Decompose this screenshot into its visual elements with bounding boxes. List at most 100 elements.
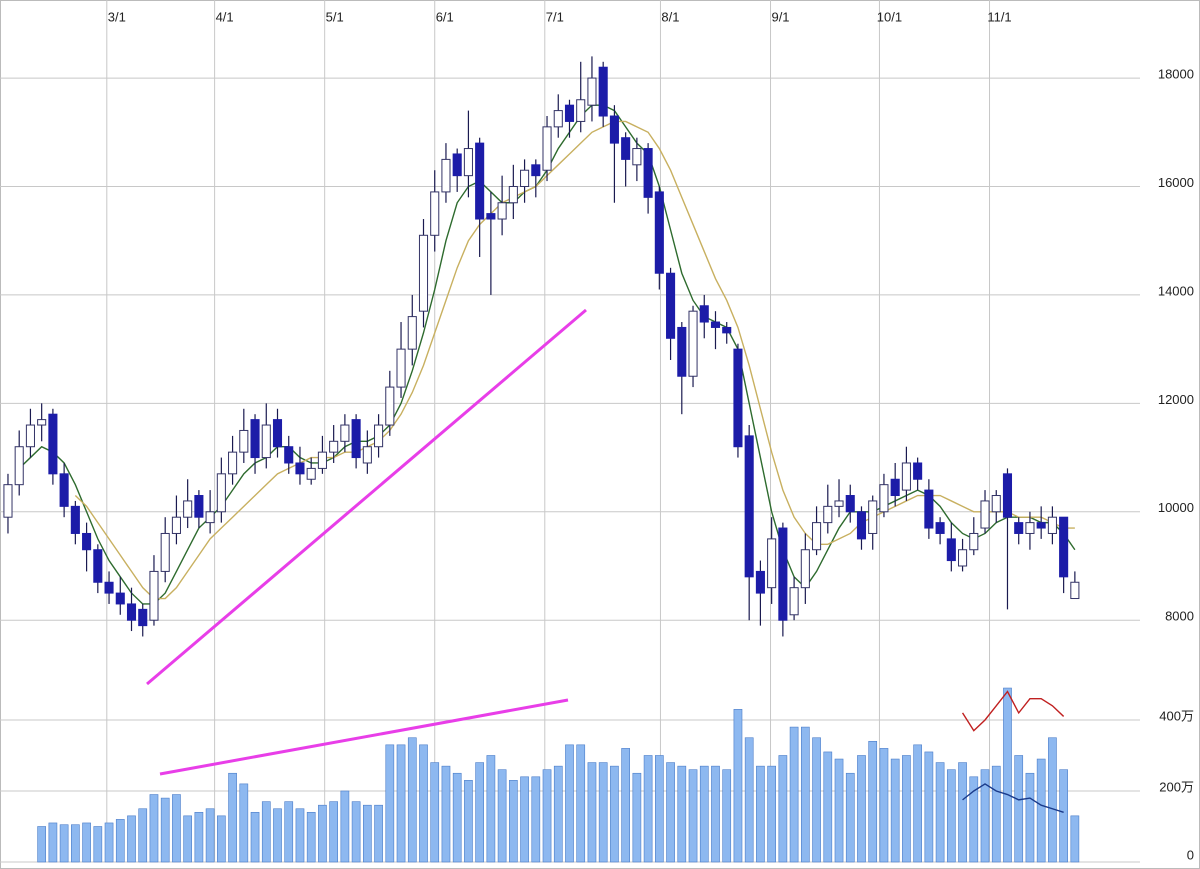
candle-body: [82, 532, 92, 551]
candle-body: [890, 478, 900, 497]
candle-body: [913, 462, 923, 480]
candle-body: [609, 115, 619, 144]
candle-body: [93, 549, 103, 583]
volume-bar: [239, 783, 249, 863]
x-tick-label: 9/1: [771, 9, 789, 24]
y-tick-label: 14000: [1158, 283, 1194, 298]
volume-bar: [284, 801, 294, 863]
candle-body: [598, 66, 608, 117]
candle-body: [823, 505, 833, 524]
volume-bar: [666, 762, 675, 863]
x-tick-label: 3/1: [108, 9, 126, 24]
volume-bar: [82, 822, 91, 863]
candle-body: [1070, 581, 1080, 600]
candle-body: [800, 549, 810, 589]
candle-body: [250, 419, 260, 459]
candle-body: [1059, 516, 1069, 578]
volume-bar: [980, 769, 990, 863]
candle-body: [733, 348, 743, 448]
volume-bar: [475, 762, 484, 863]
volume-bar: [812, 737, 821, 863]
volume-bar: [834, 758, 844, 863]
volume-bar: [306, 811, 316, 863]
candle-body: [767, 538, 777, 589]
candle-body: [1014, 522, 1024, 534]
candle-body: [239, 429, 249, 453]
candle-body: [576, 99, 586, 122]
candle-body: [306, 467, 316, 480]
candle-body: [699, 305, 709, 323]
candle-body: [463, 148, 473, 177]
volume-bar: [396, 744, 406, 863]
volume-bar: [890, 758, 900, 863]
volume-bar: [621, 748, 630, 863]
volume-bar: [879, 748, 889, 863]
candle-body: [1002, 473, 1013, 518]
volume-bar: [722, 769, 732, 863]
volume-bar: [205, 808, 215, 863]
volume-bar: [935, 762, 945, 863]
candle-body: [845, 495, 855, 513]
volume-bar: [857, 755, 866, 863]
candle-body: [295, 462, 305, 475]
candle-body: [643, 148, 653, 198]
candle-body: [126, 603, 137, 621]
candle-body: [924, 489, 934, 529]
volume-bar: [969, 776, 979, 863]
candle-body: [710, 321, 721, 328]
volume-bar: [486, 755, 496, 863]
volume-bar: [228, 772, 237, 863]
candle-body: [688, 310, 698, 377]
volume-bar: [104, 822, 114, 863]
volume-bar: [273, 808, 282, 863]
volume-bar: [643, 755, 653, 863]
volume-bar: [1014, 755, 1024, 863]
volume-bar: [374, 804, 383, 863]
volume-bar: [430, 762, 440, 863]
candle-body: [48, 413, 58, 475]
volume-bar: [778, 755, 788, 863]
x-tick-label: 10/1: [877, 9, 902, 24]
volume-bar: [1048, 737, 1057, 863]
candle-body: [856, 511, 867, 540]
candle-body: [564, 104, 575, 122]
candles: [3, 56, 1080, 637]
candle-body: [216, 473, 226, 513]
candle-body: [317, 451, 327, 469]
candle-body: [407, 316, 417, 350]
volume-bar: [711, 765, 720, 863]
candle-body: [441, 158, 451, 193]
candle-body: [475, 142, 485, 220]
volume-bar: [48, 822, 58, 863]
volume-bar: [71, 824, 80, 863]
candle-body: [1025, 522, 1035, 534]
volume-bar: [800, 726, 810, 863]
candle-body: [497, 202, 507, 220]
volume-bar: [823, 751, 833, 863]
volume-bar: [542, 769, 552, 863]
candle-body: [666, 272, 676, 339]
volume-bar: [407, 737, 417, 863]
volume-bar: [868, 740, 878, 863]
candle-body: [194, 495, 204, 518]
volume-bar: [632, 772, 642, 863]
volume-bar: [576, 744, 586, 863]
candle-body: [508, 185, 518, 204]
candle-body: [789, 587, 799, 616]
candle-body: [430, 191, 440, 236]
candle-body: [744, 435, 754, 578]
candle-body: [183, 500, 193, 518]
candle-body: [340, 424, 350, 442]
y2-tick-label: 200万: [1159, 779, 1194, 794]
volume-bar: [464, 780, 473, 863]
volume-bar: [160, 797, 170, 863]
y-tick-label: 10000: [1158, 500, 1194, 515]
candle-body: [385, 386, 395, 426]
candle-body: [1047, 516, 1057, 534]
volume-bar: [767, 765, 776, 863]
candle-body: [755, 570, 765, 594]
candle-body: [834, 500, 844, 507]
candle-body: [486, 213, 496, 220]
candle-body: [272, 419, 283, 448]
